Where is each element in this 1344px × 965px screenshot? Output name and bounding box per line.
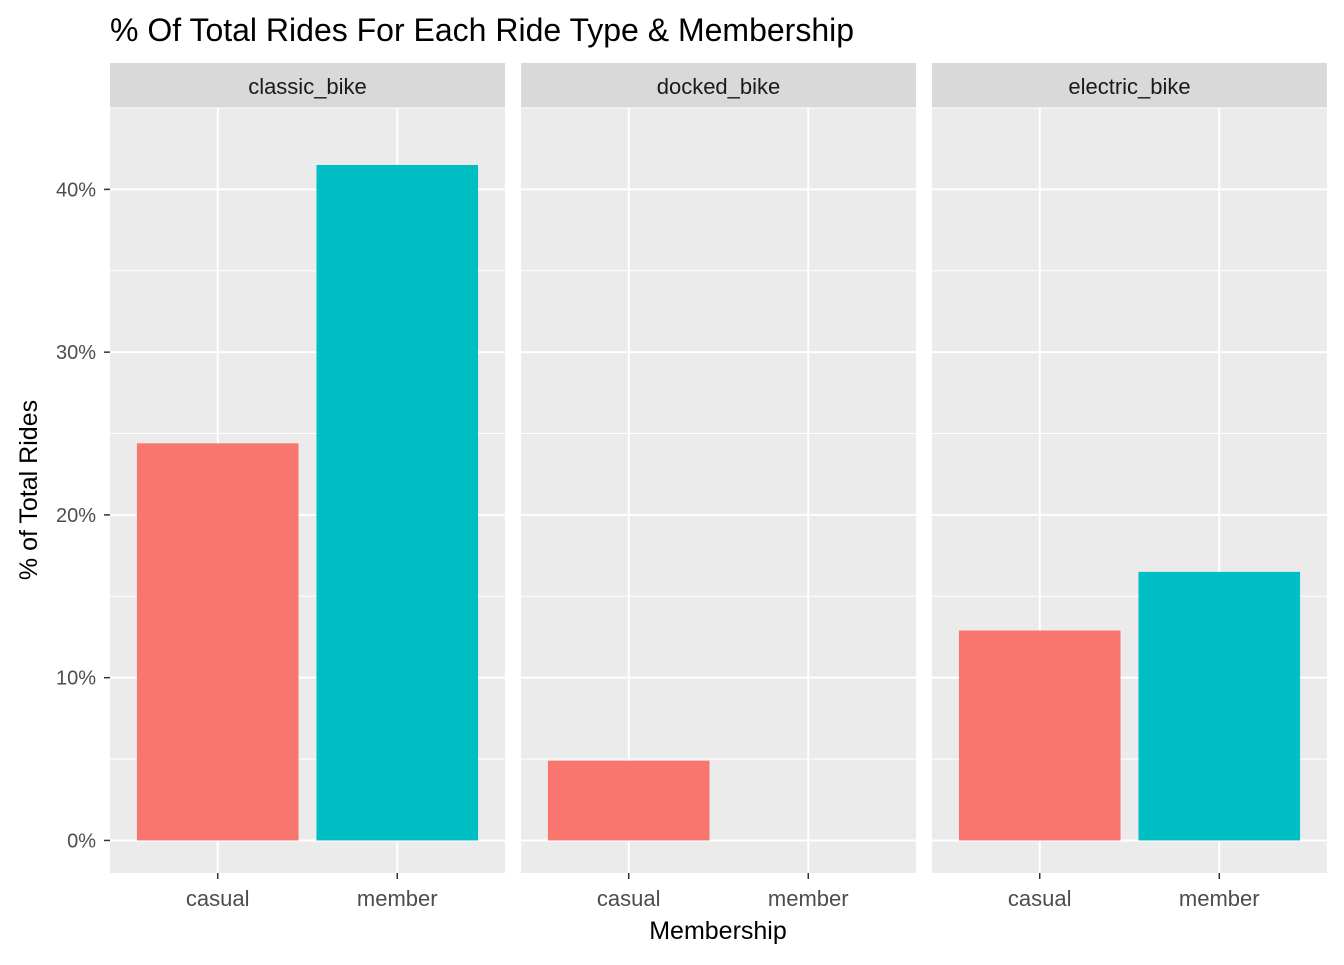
y-tick-label: 0% xyxy=(67,830,96,852)
x-axis-label: Membership xyxy=(649,917,787,945)
facet-strip xyxy=(521,63,916,108)
y-axis-label: % of Total Rides xyxy=(15,400,43,580)
facet-strip xyxy=(110,63,505,108)
y-tick-label: 20% xyxy=(56,505,96,527)
y-tick-label: 30% xyxy=(56,342,96,364)
bar-classic_bike-casual xyxy=(136,443,299,841)
x-tick-label: casual xyxy=(186,886,250,911)
facet-strip-label: classic_bike xyxy=(248,74,367,99)
x-tick-label: casual xyxy=(597,886,661,911)
facet-strip xyxy=(932,63,1327,108)
panel-background xyxy=(521,108,916,873)
facet-strip-label: docked_bike xyxy=(657,74,781,99)
x-tick-label: member xyxy=(1179,886,1260,911)
chart-title: % Of Total Rides For Each Ride Type & Me… xyxy=(110,12,854,48)
bar-electric_bike-casual xyxy=(958,630,1121,841)
y-tick-label: 10% xyxy=(56,668,96,690)
x-tick-label: member xyxy=(357,886,438,911)
bar-docked_bike-casual xyxy=(547,760,710,841)
bar-classic_bike-member xyxy=(316,164,479,841)
x-tick-label: casual xyxy=(1008,886,1072,911)
facet-strip-label: electric_bike xyxy=(1068,74,1190,99)
y-axis: 0% 10% 20% 30% 40% xyxy=(56,179,110,852)
bar-electric_bike-member xyxy=(1138,571,1301,841)
y-tick-label: 40% xyxy=(56,179,96,201)
x-tick-label: member xyxy=(768,886,849,911)
